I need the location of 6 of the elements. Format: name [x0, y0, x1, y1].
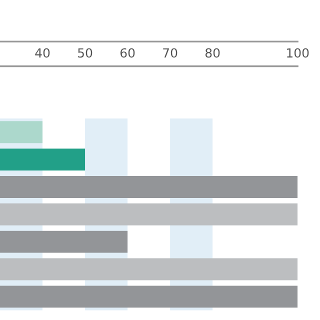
x-tick-label: 40	[35, 48, 50, 58]
x-tick-label: 70	[163, 48, 178, 58]
x-tick-label: 80	[205, 48, 220, 58]
x-tick-label: 100	[287, 48, 309, 58]
x-tick-label: 50	[78, 48, 92, 58]
x-tick-label: 60	[120, 48, 135, 58]
